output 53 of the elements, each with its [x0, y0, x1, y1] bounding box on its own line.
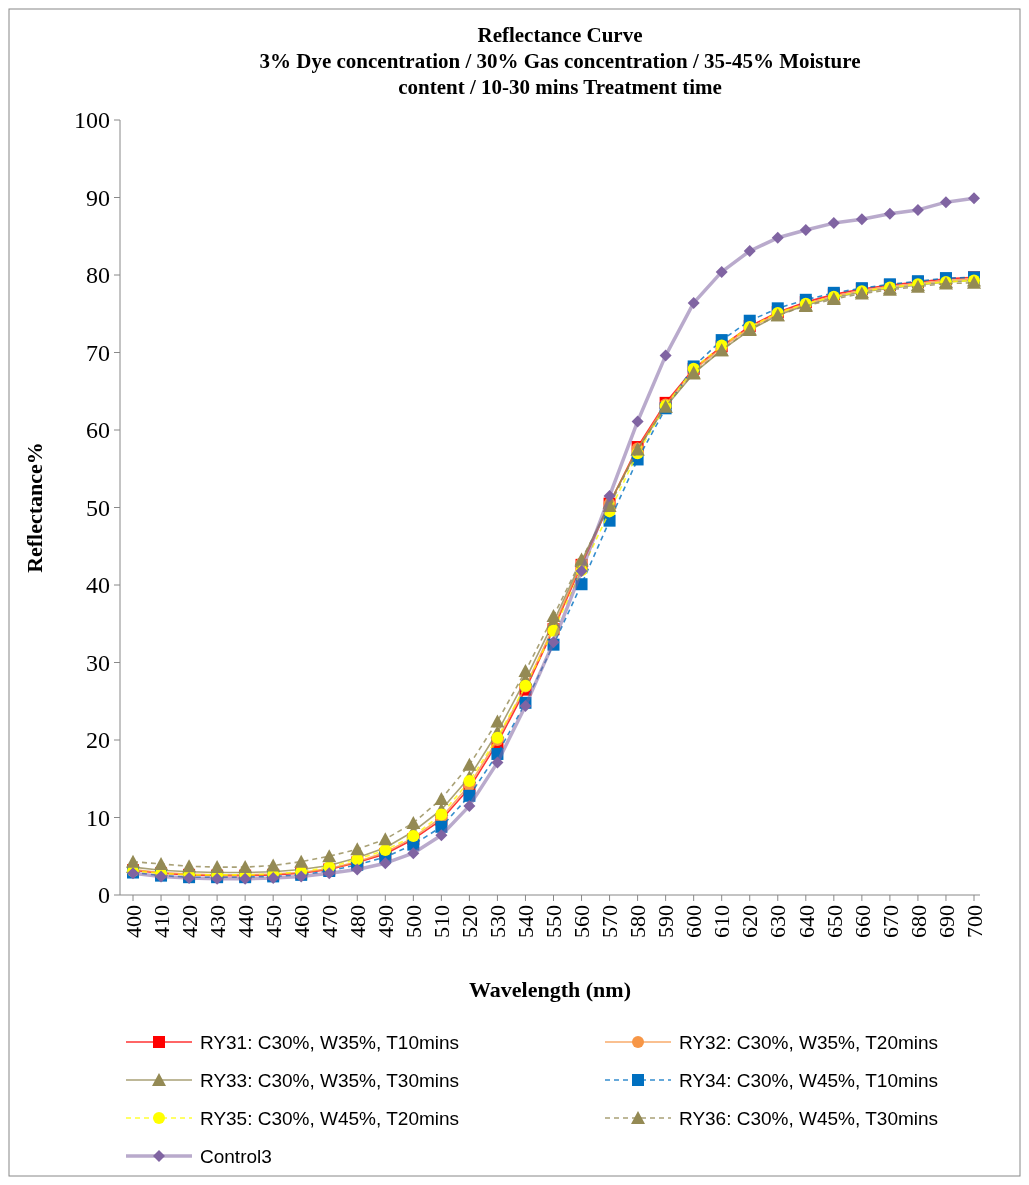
x-tick-label: 590: [653, 905, 679, 938]
x-tick-label: 700: [961, 905, 987, 938]
y-tick-label: 40: [86, 572, 110, 599]
y-tick-label: 10: [86, 804, 110, 831]
x-tick-label: 420: [176, 905, 202, 938]
y-tick-label: 90: [86, 184, 110, 211]
legend-label: RY33: C30%, W35%, T30mins: [200, 1069, 460, 1091]
y-tick-label: 70: [86, 339, 110, 366]
legend-label: RY35: C30%, W45%, T20mins: [200, 1107, 460, 1129]
x-tick-label: 650: [821, 905, 847, 938]
y-tick-label: 50: [86, 494, 110, 521]
y-tick-label: 20: [86, 727, 110, 754]
y-tick-label: 0: [98, 882, 110, 909]
x-tick-label: 530: [485, 905, 511, 938]
x-tick-label: 440: [232, 905, 258, 938]
y-axis-title: Reflectance%: [22, 442, 47, 573]
x-tick-label: 410: [148, 905, 174, 938]
x-tick-label: 450: [260, 905, 286, 938]
x-tick-label: 470: [316, 905, 342, 938]
x-tick-label: 500: [401, 905, 427, 938]
chart-subtitle: 3% Dye concentration / 30% Gas concentration / 35-45% Moisture content / 10-30 mins Treatment time: [259, 49, 861, 99]
x-tick-label: 670: [877, 905, 903, 938]
y-tick-label: 60: [86, 417, 110, 444]
x-tick-label: 680: [905, 905, 931, 938]
x-tick-label: 520: [457, 905, 483, 938]
x-tick-label: 540: [513, 905, 539, 938]
x-tick-label: 560: [569, 905, 595, 938]
x-tick-label: 660: [849, 905, 875, 938]
x-tick-label: 490: [373, 905, 398, 938]
x-tick-label: 510: [429, 905, 455, 938]
x-tick-label: 630: [765, 905, 791, 938]
x-tick-label: 580: [625, 905, 651, 938]
y-tick-label: 100: [74, 107, 110, 134]
chart-title: Reflectance Curve: [477, 23, 643, 47]
x-tick-label: 600: [681, 905, 707, 938]
x-tick-label: 430: [204, 905, 230, 938]
y-tick-label: 30: [86, 649, 110, 676]
x-tick-label: 460: [288, 905, 314, 938]
x-tick-label: 640: [793, 905, 819, 938]
x-tick-label: 620: [737, 905, 763, 938]
legend-label: RY31: C30%, W35%, T10mins: [200, 1031, 460, 1053]
legend-label: RY36: C30%, W45%, T30mins: [679, 1107, 939, 1129]
legend-label: Control3: [200, 1145, 272, 1167]
x-tick-label: 570: [597, 905, 623, 938]
x-axis-title: Wavelength (nm): [469, 977, 631, 1002]
y-tick-label: 80: [86, 262, 110, 289]
x-tick-label: 400: [120, 905, 146, 938]
x-tick-label: 690: [933, 905, 959, 938]
x-tick-label: 550: [541, 905, 567, 938]
x-tick-label: 610: [709, 905, 735, 938]
legend-label: RY34: C30%, W45%, T10mins: [679, 1069, 939, 1091]
legend-label: RY32: C30%, W35%, T20mins: [679, 1031, 939, 1053]
x-tick-label: 480: [344, 905, 370, 938]
